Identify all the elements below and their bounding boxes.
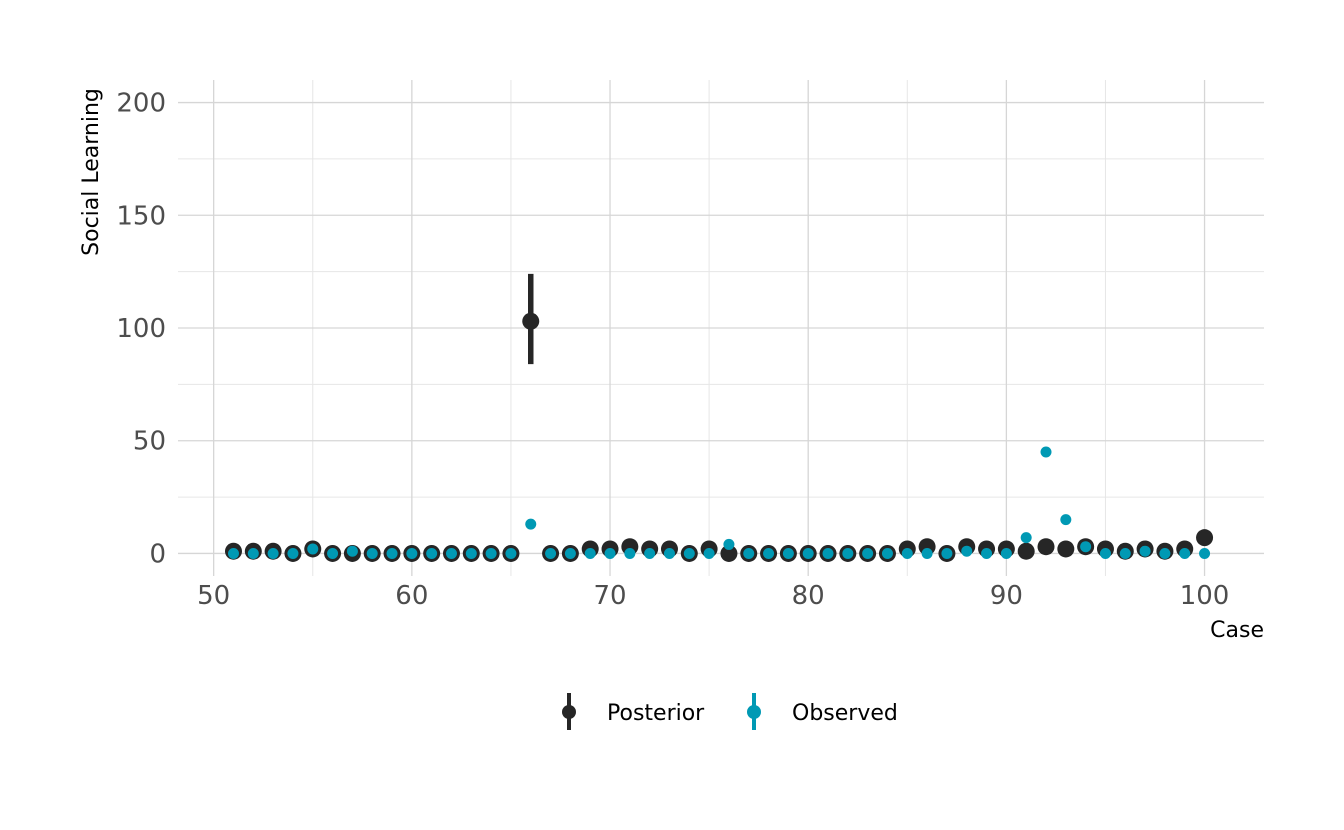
observed-point [1159,547,1171,559]
observed-point [842,547,854,559]
y-tick-label: 100 [116,314,166,344]
posterior-point [1037,538,1055,556]
posterior-point [1017,542,1035,560]
x-axis-title: Case [1210,618,1264,643]
x-tick-label: 60 [395,581,428,611]
observed-point [1179,547,1191,559]
observed-point [247,547,259,559]
x-tick-label: 90 [990,581,1023,611]
y-axis-ticks: 0 50 100 150 200 [116,89,166,570]
observed-point [981,547,993,559]
observed-point [1000,547,1012,559]
observed-point [227,547,239,559]
observed-point [703,547,715,559]
legend: Posterior Observed [562,693,898,730]
x-tick-label: 80 [792,581,825,611]
observed-point [564,547,576,559]
observed-point [683,547,695,559]
observed-point [862,547,874,559]
legend-label-observed: Observed [792,701,898,726]
observed-point [1119,547,1131,559]
series-observed [227,446,1211,559]
observed-point [663,547,675,559]
y-axis-title: Social Learning [79,88,104,256]
observed-point [1139,545,1151,557]
legend-item-observed: Observed [747,693,898,730]
x-tick-label: 50 [197,581,230,611]
y-tick-label: 150 [116,201,166,231]
observed-point [426,547,438,559]
observed-point [366,547,378,559]
observed-point [1020,532,1032,544]
x-axis-ticks: 50 60 70 80 90 100 [197,581,1229,611]
observed-point [525,518,537,530]
observed-point [406,547,418,559]
posterior-point [720,544,738,562]
x-tick-label: 70 [593,581,626,611]
grid [178,80,1264,576]
observed-point [327,547,339,559]
observed-point [723,538,735,550]
observed-point [1199,547,1211,559]
legend-key-observed-point [747,705,761,719]
posterior-point [522,312,540,330]
observed-point [445,547,457,559]
y-tick-label: 200 [116,89,166,119]
observed-point [644,547,656,559]
observed-point [1040,446,1052,458]
observed-point [287,547,299,559]
legend-item-posterior: Posterior [562,693,705,730]
observed-point [386,547,398,559]
y-tick-label: 50 [133,427,166,457]
observed-point [1099,547,1111,559]
observed-point [961,545,973,557]
observed-point [941,547,953,559]
observed-point [485,547,497,559]
observed-point [822,547,834,559]
observed-point [802,547,814,559]
posterior-point [1196,529,1214,547]
observed-point [604,547,616,559]
observed-point [346,545,358,557]
posterior-point [1057,540,1075,558]
observed-point [763,547,775,559]
observed-point [1060,514,1072,526]
observed-point [1080,541,1092,553]
x-tick-label: 100 [1180,581,1230,611]
observed-point [307,543,319,555]
legend-label-posterior: Posterior [607,701,705,726]
observed-point [584,547,596,559]
series-layer [224,273,1214,562]
legend-key-posterior-point [562,705,576,719]
observed-point [921,547,933,559]
observed-point [743,547,755,559]
observed-point [881,547,893,559]
observed-point [267,547,279,559]
observed-point [782,547,794,559]
observed-point [624,547,636,559]
observed-point [901,547,913,559]
observed-point [465,547,477,559]
observed-point [545,547,557,559]
observed-point [505,547,517,559]
y-tick-label: 0 [149,539,166,569]
